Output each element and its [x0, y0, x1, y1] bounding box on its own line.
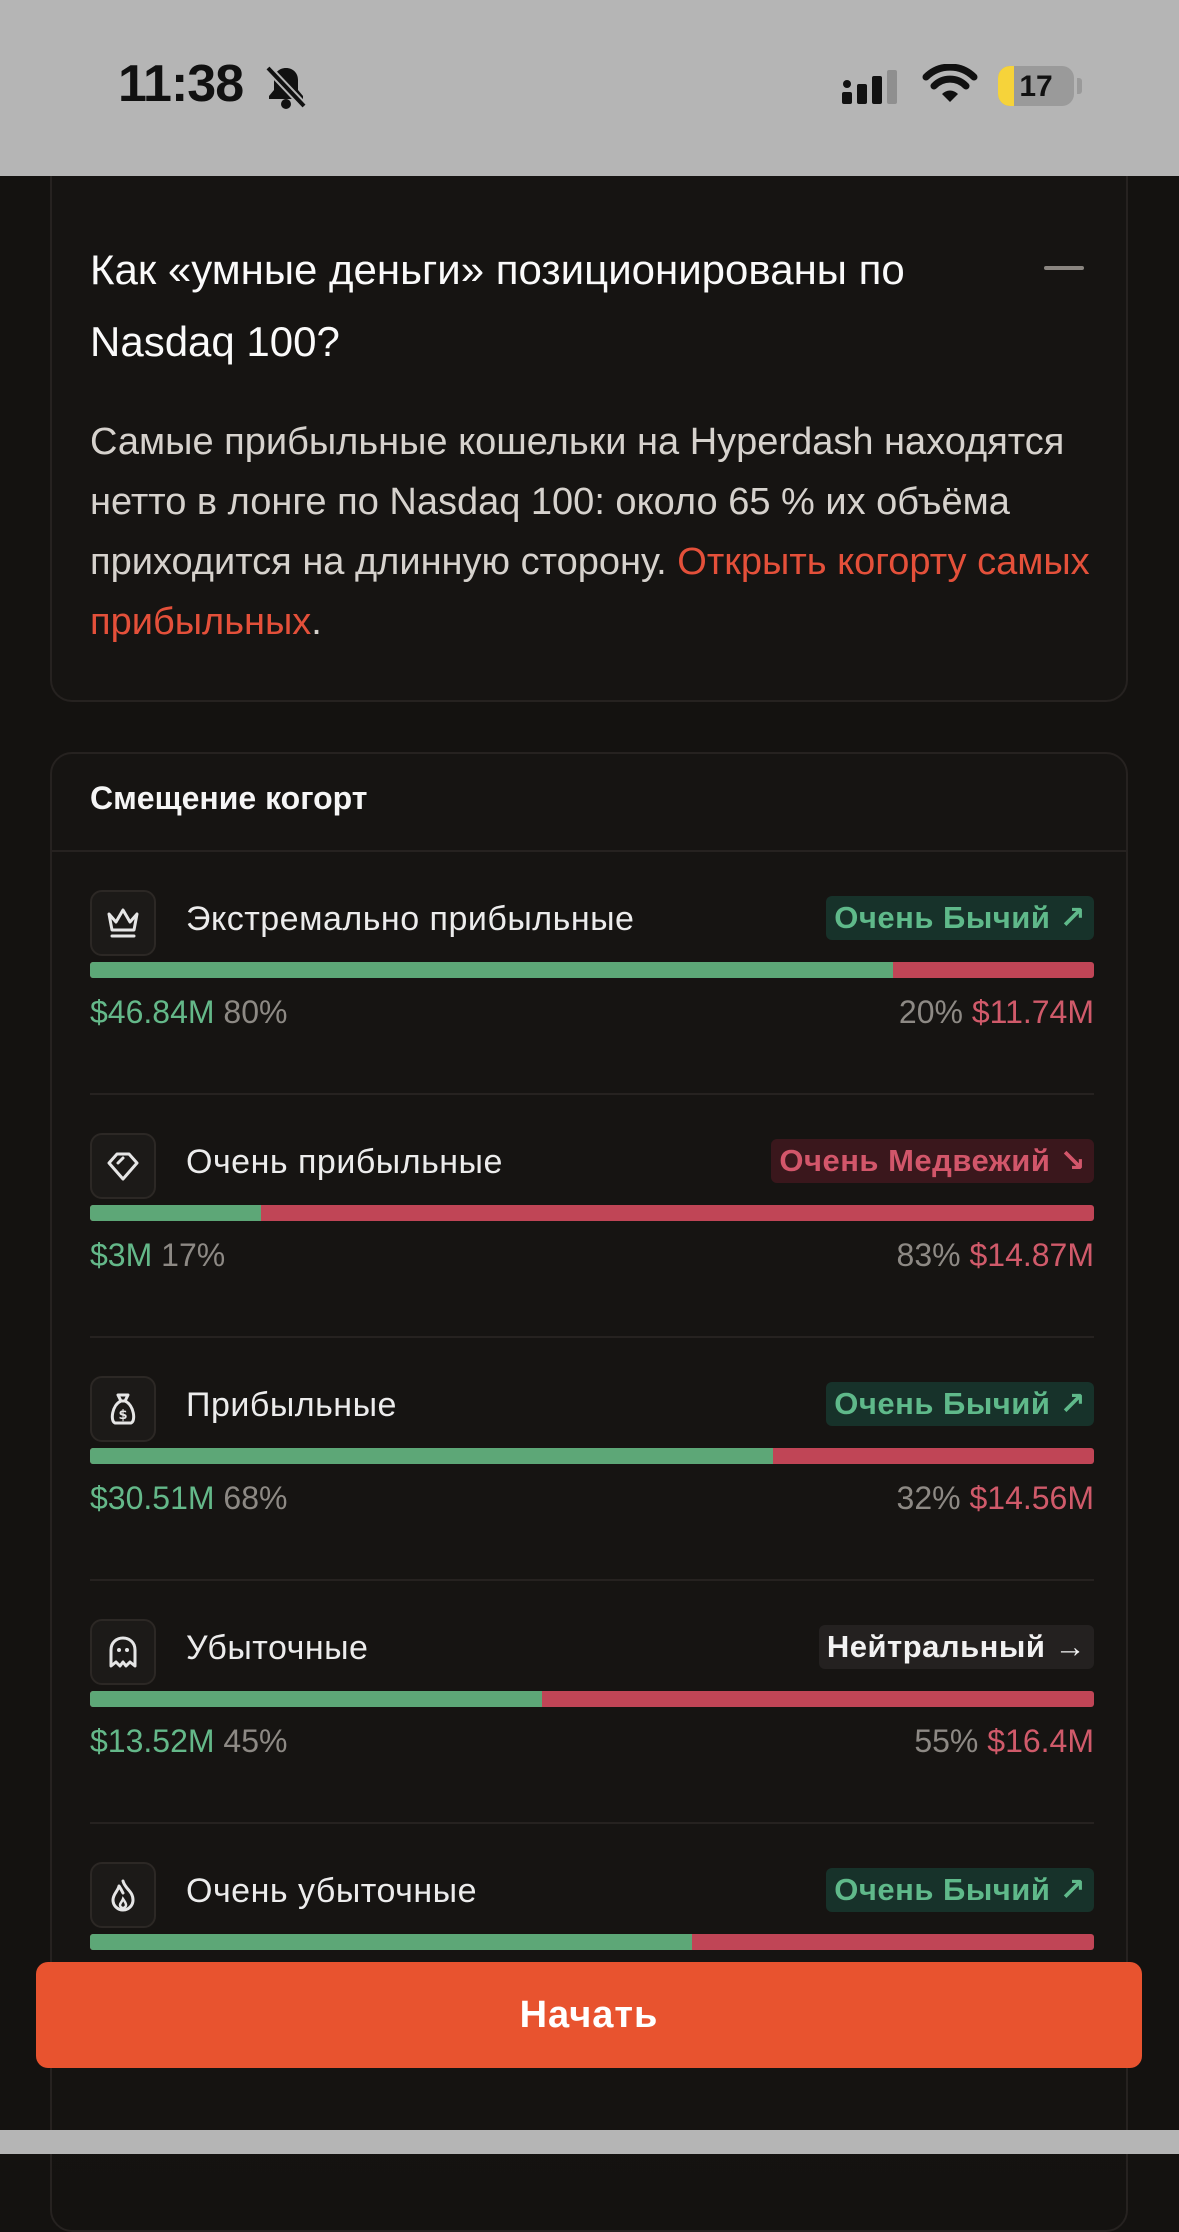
- long-volume: $13.52M: [90, 1723, 215, 1759]
- cohort-name: Прибыльные: [186, 1386, 397, 1424]
- row-divider: [90, 1093, 1094, 1095]
- cohort-name: Убыточные: [186, 1629, 369, 1667]
- ghost-icon: [90, 1619, 156, 1685]
- long-volume: $30.51M: [90, 1480, 215, 1516]
- status-time: 11:38: [118, 55, 244, 113]
- collapse-minus-icon[interactable]: [1044, 266, 1084, 270]
- short-volume: $11.74M: [971, 994, 1094, 1030]
- cohort-name: Очень прибыльные: [186, 1143, 503, 1181]
- battery-level: 17: [1019, 70, 1053, 103]
- long-percent: 45%: [223, 1723, 288, 1759]
- money-bag-icon: $: [90, 1376, 156, 1442]
- sentiment-badge: Очень Бычий ↗: [826, 1868, 1094, 1912]
- short-percent: 83%: [896, 1237, 961, 1273]
- short-percent: 55%: [914, 1723, 979, 1759]
- crown-icon: [90, 890, 156, 956]
- sentiment-badge: Очень Бычий ↗: [826, 896, 1094, 940]
- long-volume: $3M: [90, 1237, 153, 1273]
- faq-answer: Самые прибыльные кошельки на Hyperdash н…: [90, 412, 1100, 652]
- row-divider: [90, 1822, 1094, 1824]
- long-share-fill: [90, 962, 894, 978]
- cohort-row[interactable]: Экстремально прибыльные Очень Бычий ↗ $4…: [90, 852, 1094, 1095]
- short-volume: $14.56M: [969, 1480, 1094, 1516]
- faq-answer-suffix: .: [311, 601, 322, 643]
- long-percent: 80%: [223, 994, 288, 1030]
- short-volume: $14.87M: [969, 1237, 1094, 1273]
- cellular-signal-icon: [842, 70, 897, 104]
- long-short-bar: [90, 1691, 1094, 1707]
- long-percent: 17%: [161, 1237, 226, 1273]
- long-share-fill: [90, 1205, 261, 1221]
- faq-answer-text: Самые прибыльные кошельки на Hyperdash н…: [90, 421, 1065, 583]
- short-percent: 32%: [896, 1480, 961, 1516]
- long-share-fill: [90, 1691, 542, 1707]
- long-short-bar: [90, 1934, 1094, 1950]
- row-divider: [90, 1336, 1094, 1338]
- page-content: Как «умные деньги» позиционированы по Na…: [0, 176, 1179, 2232]
- long-percent: 68%: [223, 1480, 288, 1516]
- wifi-icon: [922, 64, 978, 102]
- long-short-bar: [90, 1205, 1094, 1221]
- long-share-fill: [90, 1934, 693, 1950]
- sentiment-badge: Нейтральный →: [818, 1625, 1094, 1669]
- long-volume: $46.84M: [90, 994, 215, 1030]
- battery-cap: [1077, 78, 1082, 94]
- faq-card[interactable]: Как «умные деньги» позиционированы по Na…: [50, 176, 1128, 702]
- cohort-name: Экстремально прибыльные: [186, 900, 635, 938]
- faq-question[interactable]: Как «умные деньги» позиционированы по Na…: [90, 246, 905, 365]
- status-bar: 11:38 17: [0, 0, 1179, 176]
- diamond-icon: [90, 1133, 156, 1199]
- cohort-bias-title: Смещение когорт: [90, 780, 368, 816]
- cohort-row[interactable]: Убыточные Нейтральный → $13.52M 45% 55% …: [90, 1581, 1094, 1824]
- battery-indicator: 17: [998, 66, 1074, 106]
- long-short-bar: [90, 962, 1094, 978]
- sentiment-badge: Очень Медвежий ↘: [771, 1139, 1094, 1183]
- flame-icon: [90, 1862, 156, 1928]
- long-share-fill: [90, 1448, 773, 1464]
- short-volume: $16.4M: [987, 1723, 1094, 1759]
- cohort-row[interactable]: $ Прибыльные Очень Бычий ↗ $30.51M 68% 3…: [90, 1338, 1094, 1581]
- open-cohort-link[interactable]: Открыть когорту самых прибыльных: [90, 541, 1090, 643]
- cohort-name: Очень убыточные: [186, 1872, 477, 1910]
- short-percent: 20%: [898, 994, 963, 1030]
- row-divider: [90, 1579, 1094, 1581]
- cohort-row[interactable]: Очень убыточные Очень Бычий ↗: [90, 1824, 1094, 2067]
- cohort-bias-header: Смещение когорт: [52, 754, 1126, 852]
- sentiment-badge: Очень Бычий ↗: [826, 1382, 1094, 1426]
- long-short-bar: [90, 1448, 1094, 1464]
- bell-muted-icon: [265, 65, 307, 109]
- cohort-row[interactable]: Очень прибыльные Очень Медвежий ↘ $3M 17…: [90, 1095, 1094, 1338]
- svg-text:$: $: [118, 1408, 127, 1423]
- bottom-strip: [0, 2130, 1179, 2154]
- start-button[interactable]: Начать: [36, 1962, 1142, 2068]
